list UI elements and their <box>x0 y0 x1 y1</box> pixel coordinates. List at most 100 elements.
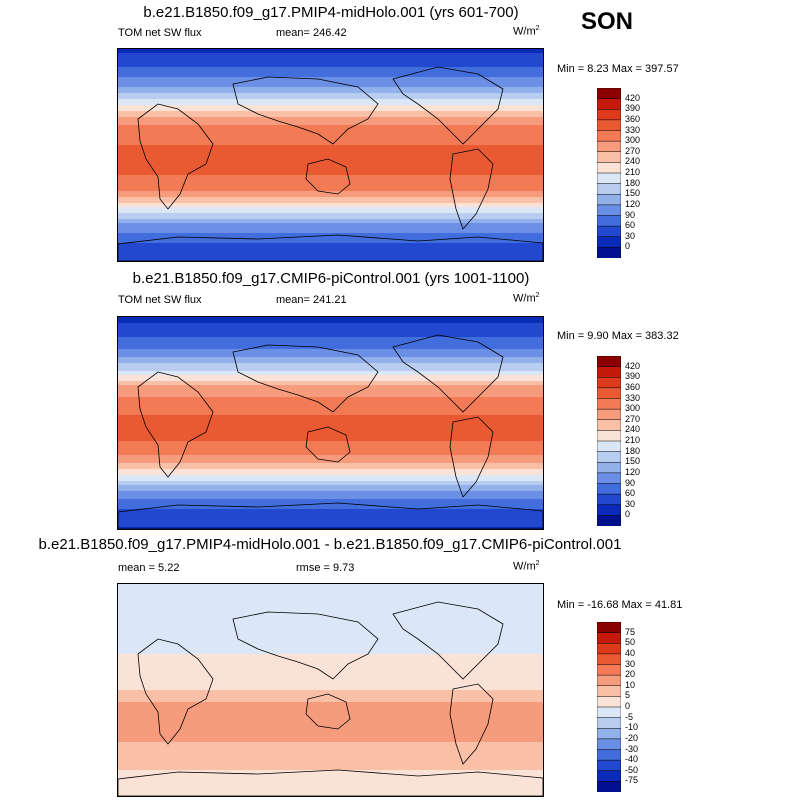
field-band <box>118 786 543 789</box>
field-band <box>118 231 543 234</box>
field-band <box>118 624 543 627</box>
field-band <box>118 792 543 795</box>
field-band <box>118 610 543 613</box>
field-band <box>118 177 543 180</box>
colorbar-swatch <box>597 162 621 174</box>
panel-3-units: W/m2 <box>513 560 540 573</box>
field-band <box>118 439 543 442</box>
field-band <box>118 363 543 366</box>
panel-1-mean-label: mean= 246.42 <box>276 27 347 39</box>
field-band <box>118 89 543 92</box>
colorbar-swatch <box>597 225 621 238</box>
field-band <box>118 722 543 725</box>
field-band <box>118 119 543 122</box>
colorbar-swatch <box>597 451 621 463</box>
colorbar-swatch <box>597 98 621 110</box>
field-band <box>118 195 543 198</box>
colorbar-tick-label: 390 <box>625 103 641 114</box>
colorbar-tick-label: -5 <box>625 711 634 722</box>
field-band <box>118 588 543 591</box>
field-band <box>118 435 543 438</box>
field-band <box>118 173 543 176</box>
field-band <box>118 604 543 607</box>
field-band <box>118 748 543 751</box>
field-band <box>118 451 543 454</box>
field-band <box>118 700 543 703</box>
field-band <box>118 708 543 711</box>
field-band <box>118 734 543 737</box>
panel-3-title: b.e21.B1850.f09_g17.PMIP4-midHolo.001 - … <box>38 536 622 553</box>
field-band <box>118 523 543 526</box>
field-band <box>118 511 543 514</box>
field-band <box>118 413 543 416</box>
field-band <box>118 375 543 378</box>
field-band <box>118 103 543 106</box>
field-band <box>118 668 543 671</box>
colorbar-swatch <box>597 632 621 644</box>
field-band <box>118 704 543 707</box>
panel-1-units: W/m2 <box>513 25 540 38</box>
colorbar-tick-label: 300 <box>625 403 641 414</box>
field-band <box>118 105 543 108</box>
colorbar-tick-label: 270 <box>625 413 641 424</box>
field-band <box>118 131 543 134</box>
field-band <box>118 487 543 490</box>
field-band <box>118 764 543 767</box>
field-band <box>118 213 543 216</box>
field-band <box>118 57 543 60</box>
colorbar-swatch <box>597 215 621 227</box>
panel-3-mean-label: mean = 5.22 <box>118 562 180 574</box>
field-band <box>118 333 543 336</box>
field-band <box>118 594 543 597</box>
colorbar-tick-label: 420 <box>625 360 641 371</box>
colorbar-tick-label: -10 <box>625 722 639 733</box>
field-band <box>118 401 543 404</box>
field-band <box>118 357 543 360</box>
field-band <box>118 756 543 759</box>
field-band <box>118 445 543 448</box>
field-band <box>118 331 543 334</box>
colorbar-swatch <box>597 653 621 666</box>
field-band <box>118 73 543 76</box>
field-band <box>118 183 543 186</box>
field-band <box>118 179 543 182</box>
colorbar-tick-label: 60 <box>625 488 636 499</box>
colorbar-tick-label: 60 <box>625 220 636 231</box>
panel-2-title: b.e21.B1850.f09_g17.CMIP6-piControl.001 … <box>132 270 530 287</box>
field-band <box>118 736 543 739</box>
panel-3-colorbar <box>597 622 621 792</box>
colorbar-tick-label: 330 <box>625 124 641 135</box>
field-band <box>118 658 543 661</box>
panel-2-mean-label: mean= 241.21 <box>276 294 347 306</box>
field-band <box>118 223 543 226</box>
field-band <box>118 355 543 358</box>
field-band <box>118 774 543 777</box>
field-band <box>118 652 543 655</box>
field-band <box>118 397 543 400</box>
colorbar-swatch <box>597 483 621 495</box>
field-band <box>118 527 543 530</box>
field-band <box>118 471 543 474</box>
field-band <box>118 628 543 631</box>
colorbar-tick-label: 120 <box>625 466 641 477</box>
field-band <box>118 257 543 260</box>
field-band <box>118 389 543 392</box>
field-band <box>118 253 543 256</box>
field-band <box>118 181 543 184</box>
field-band <box>118 351 543 354</box>
field-band <box>118 521 543 524</box>
field-band <box>118 209 543 212</box>
panel-3-map-plot <box>117 584 544 797</box>
colorbar-tick-label: 90 <box>625 209 636 220</box>
field-band <box>118 387 543 390</box>
field-band <box>118 463 543 466</box>
field-band <box>118 201 543 204</box>
field-band <box>118 620 543 623</box>
field-band <box>118 71 543 74</box>
field-band <box>118 197 543 200</box>
coastline <box>232 611 379 680</box>
field-band <box>118 337 543 340</box>
field-band <box>118 654 543 657</box>
colorbar-swatch <box>597 515 621 526</box>
field-band <box>118 343 543 346</box>
